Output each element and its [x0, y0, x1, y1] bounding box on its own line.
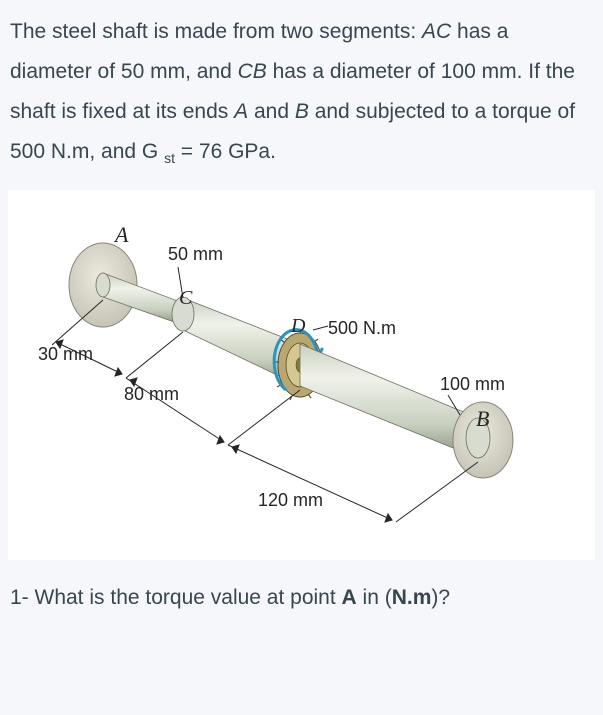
dim-100mm: 100 mm: [440, 374, 505, 394]
segment-ac: AC: [422, 20, 451, 43]
text: = 76 GPa.: [175, 140, 276, 163]
text: and: [248, 100, 295, 123]
subscript-st: st: [164, 150, 175, 166]
text: The steel shaft is made from two segment…: [10, 20, 422, 43]
shaft-figure: A C D B 50 mm 500 N.m 100 mm 30 mm: [8, 190, 595, 560]
label-a: A: [113, 222, 129, 247]
end-a: A: [234, 100, 248, 123]
text: 1- What is the torque value at point: [10, 586, 342, 609]
end-b: B: [295, 100, 309, 123]
text: in (: [357, 586, 392, 609]
label-c: C: [179, 287, 193, 309]
dim-120mm: 120 mm: [258, 490, 323, 510]
dim-30mm: 30 mm: [38, 344, 93, 364]
segment-cb: CB: [238, 60, 267, 83]
unit-nm: N.m: [392, 586, 432, 609]
question-1: 1- What is the torque value at point A i…: [0, 560, 603, 618]
problem-statement: The steel shaft is made from two segment…: [0, 0, 603, 190]
torque-label: 500 N.m: [328, 318, 396, 338]
text: )?: [431, 586, 450, 609]
point-a: A: [342, 586, 357, 609]
label-b: B: [476, 406, 489, 431]
label-d: D: [290, 315, 306, 337]
dim-50mm: 50 mm: [168, 244, 223, 264]
dim-80mm: 80 mm: [124, 384, 179, 404]
